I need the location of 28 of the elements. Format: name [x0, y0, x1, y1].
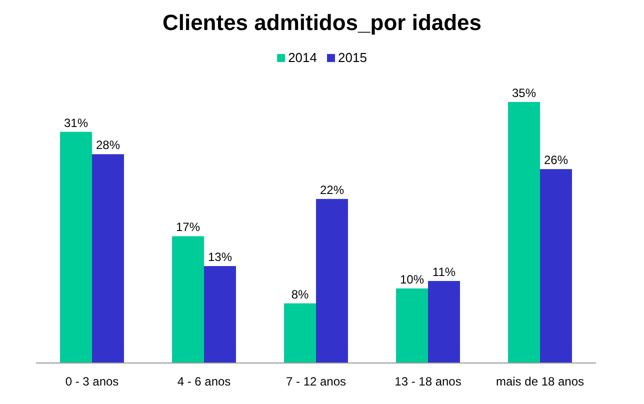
data-label: 31%: [64, 116, 88, 130]
bar: [540, 169, 572, 363]
bar: [284, 303, 316, 363]
data-label: 26%: [544, 153, 568, 168]
chart-title: Clientes admitidos_por idades: [162, 10, 482, 35]
data-label: 8%: [291, 287, 310, 302]
data-label: 35%: [512, 86, 536, 100]
bar: [204, 266, 236, 363]
bar: [92, 154, 124, 363]
data-label: 11%: [432, 264, 456, 279]
bar: [508, 102, 540, 363]
data-label: 22%: [320, 182, 344, 197]
bar: [316, 198, 348, 363]
x-tick-label: mais de 18 anos: [496, 374, 584, 389]
data-label: 10%: [400, 272, 424, 286]
data-label: 28%: [96, 138, 120, 152]
data-label: 13%: [208, 250, 232, 264]
x-tick-label: 7 - 12 anos: [286, 374, 346, 389]
data-label: 17%: [176, 220, 200, 234]
x-tick-label: 0 - 3 anos: [65, 374, 119, 389]
legend-label: 2015: [338, 50, 367, 65]
legend-label: 2014: [288, 50, 317, 65]
bar: [428, 280, 460, 363]
x-tick-label: 4 - 6 anos: [177, 374, 231, 389]
bar: [396, 288, 428, 363]
bar: [60, 132, 92, 363]
bar: [172, 236, 204, 363]
x-tick-label: 13 - 18 anos: [394, 374, 462, 389]
